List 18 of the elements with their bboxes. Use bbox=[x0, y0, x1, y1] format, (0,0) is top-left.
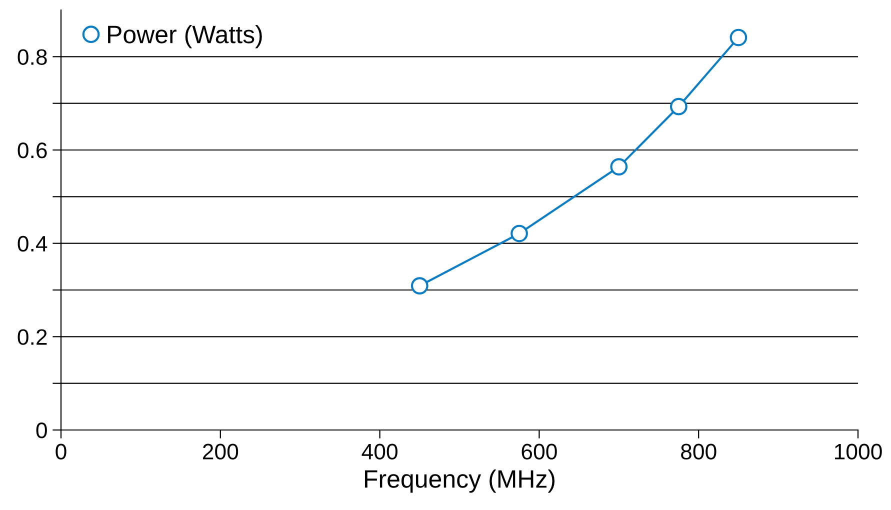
point bbox=[670, 98, 688, 116]
point bbox=[410, 277, 428, 294]
legend-label: Power (Watts) bbox=[108, 25, 262, 48]
y-tick-label: 0.4 bbox=[18, 236, 48, 252]
x-tick-label: 600 bbox=[522, 444, 557, 460]
y-tick-label: 0 bbox=[36, 422, 47, 438]
x-tick-label: 200 bbox=[202, 444, 238, 460]
point bbox=[510, 224, 528, 242]
x-tick-label: 800 bbox=[681, 444, 716, 460]
y-tick-label: 0.8 bbox=[18, 49, 47, 65]
point bbox=[610, 158, 628, 176]
y-tick-label: 0.2 bbox=[18, 329, 47, 345]
x-axis-title: Frequency (MHz) bbox=[365, 469, 554, 493]
x-tick-label: 400 bbox=[362, 444, 398, 460]
point bbox=[730, 28, 748, 46]
y-tick-label: 0.6 bbox=[18, 142, 47, 158]
x-tick-label: 1000 bbox=[834, 444, 882, 460]
x-tick-label: 0 bbox=[56, 444, 66, 460]
